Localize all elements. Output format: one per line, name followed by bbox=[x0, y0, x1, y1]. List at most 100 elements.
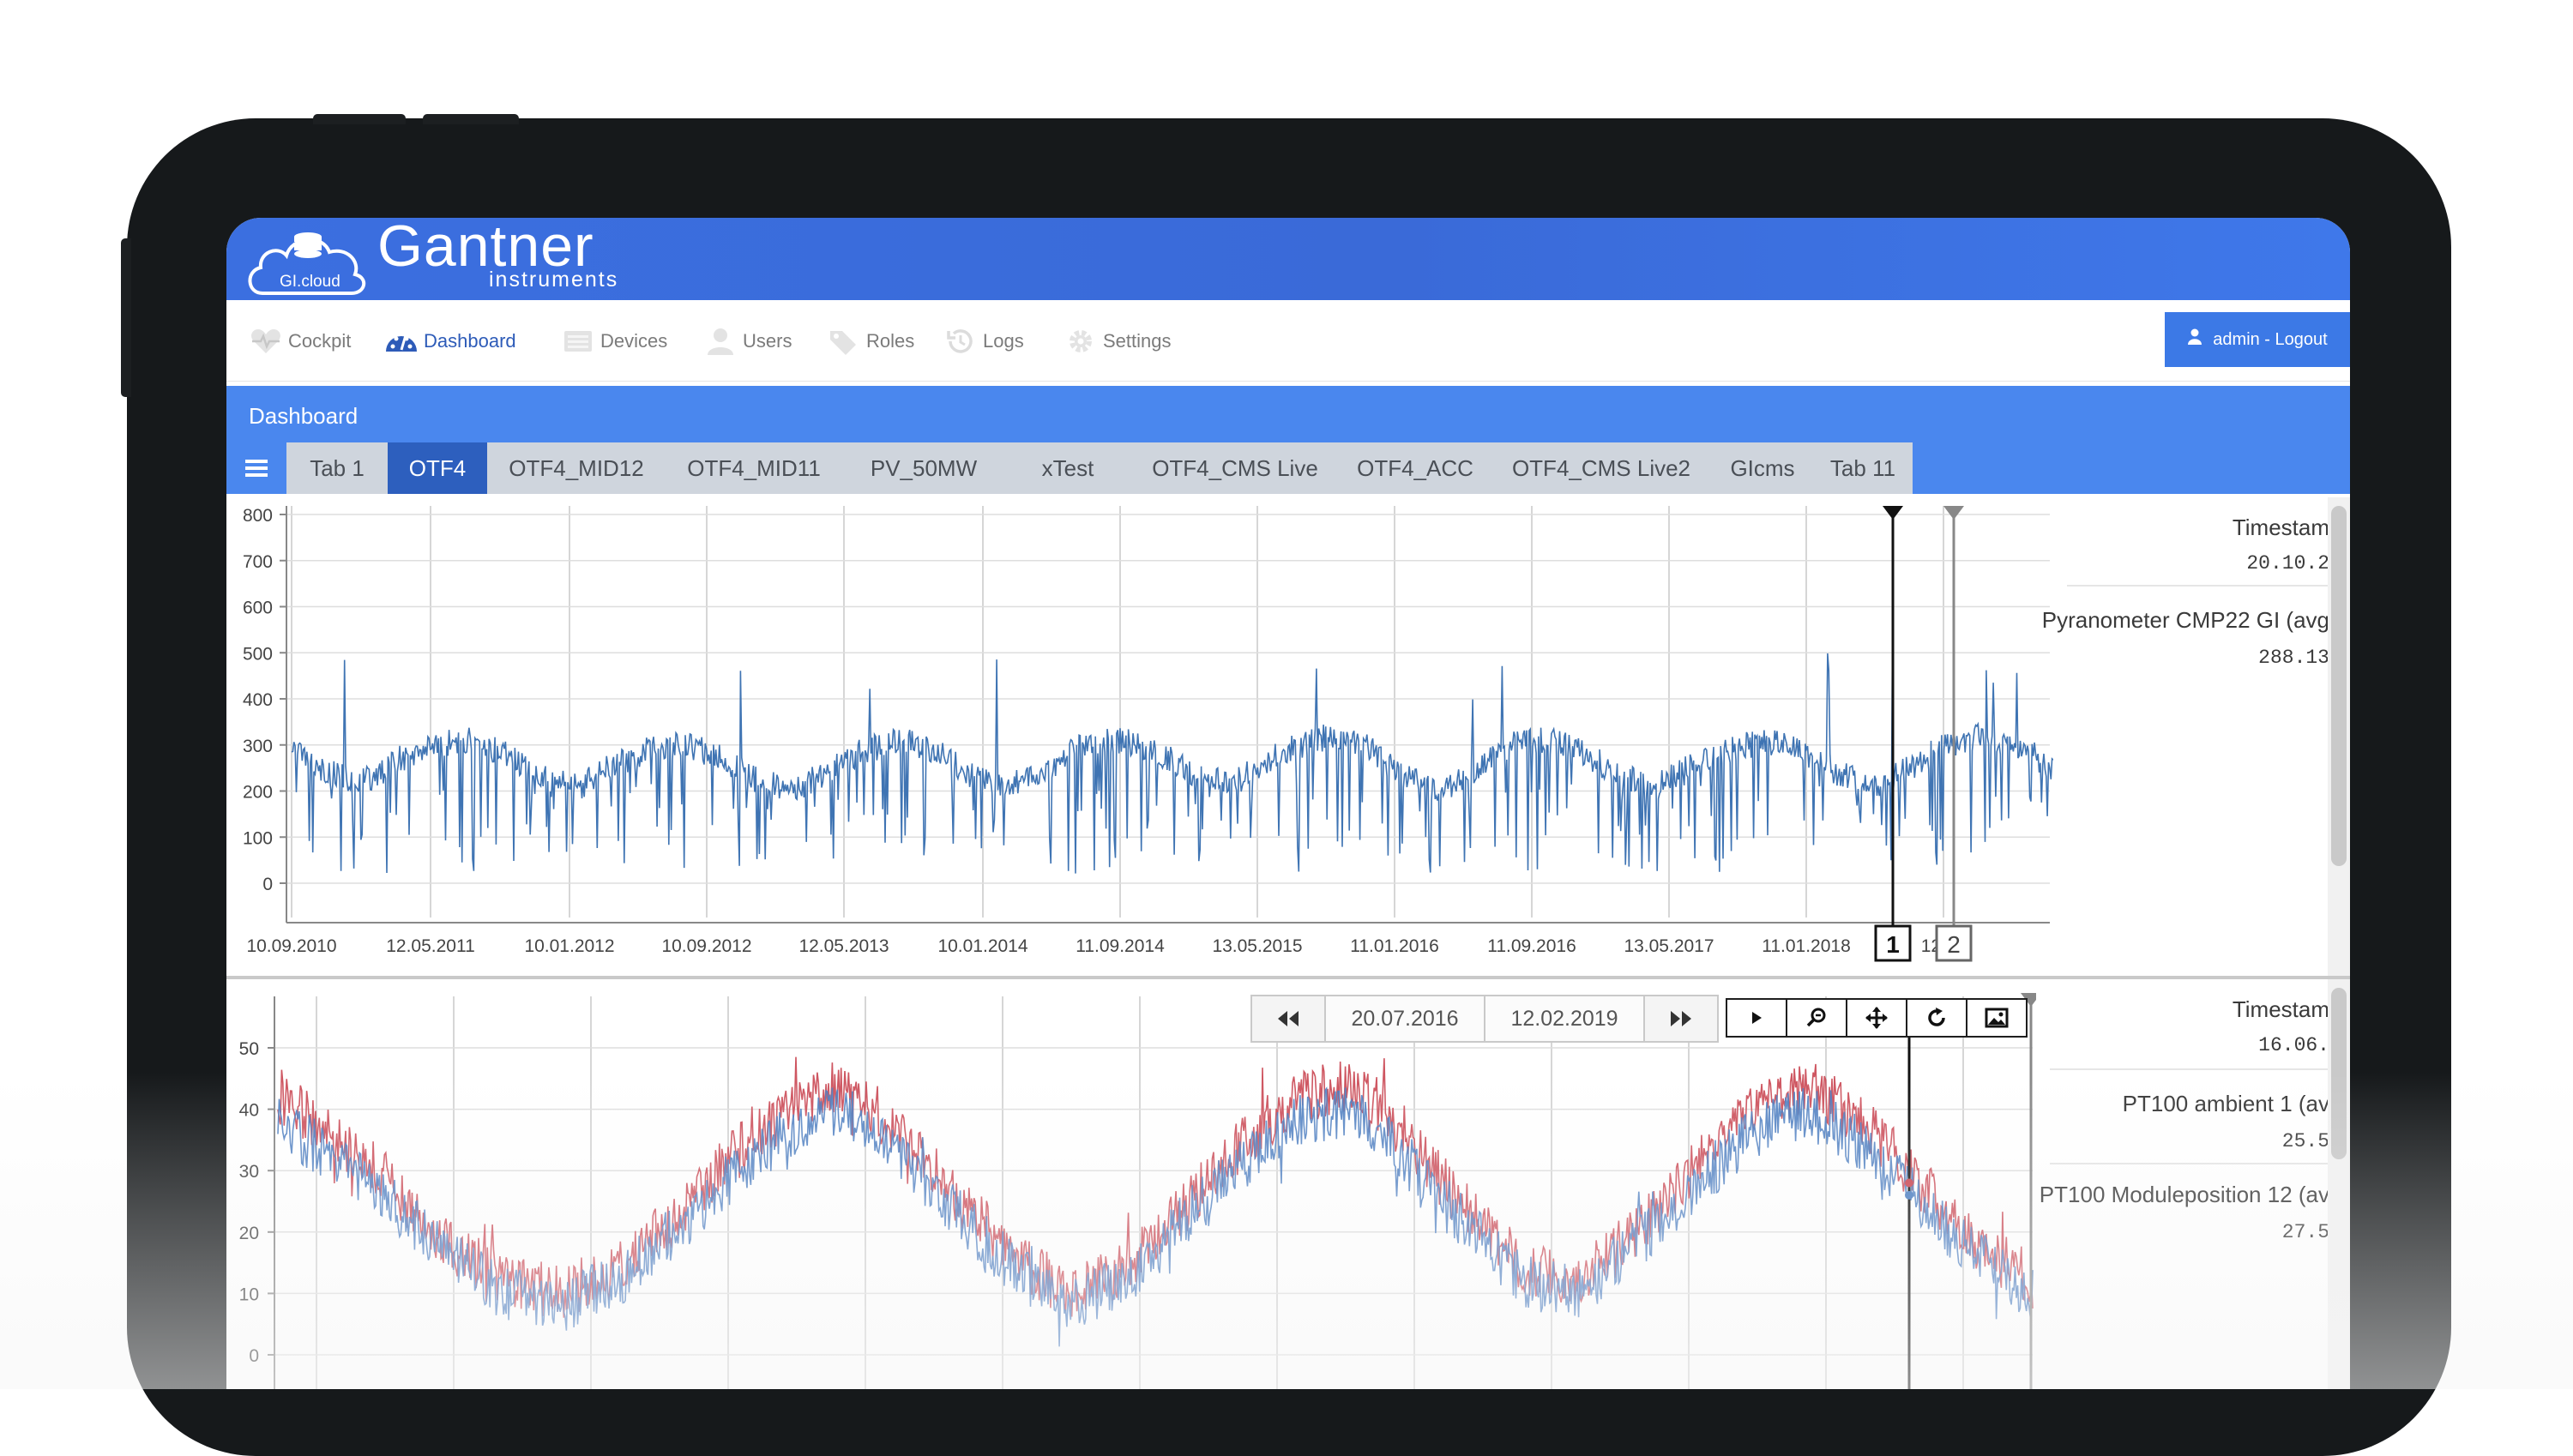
chart-values-panel: Timestam 16.06. PT100 ambient 1 (av 25.5… bbox=[2036, 979, 2350, 1389]
nav-item-label: Logs bbox=[983, 330, 1024, 352]
tablet-volume-button bbox=[423, 114, 519, 124]
dashboard-header: Dashboard bbox=[226, 386, 2350, 442]
divider bbox=[2067, 585, 2350, 587]
tab-pv-50mw[interactable]: PV_50MW bbox=[870, 454, 978, 481]
user-icon bbox=[2187, 328, 2202, 351]
cursor-label: 1 bbox=[1886, 931, 1900, 958]
tabs-background bbox=[286, 442, 1913, 494]
main-nav: Cockpit Dashboard Devices Users Roles bbox=[226, 300, 2350, 382]
tab-otf4-mid11[interactable]: OTF4_MID11 bbox=[687, 454, 821, 481]
nav-item-label: Devices bbox=[600, 330, 668, 352]
series-line bbox=[291, 653, 2053, 874]
svg-text:GI.cloud: GI.cloud bbox=[280, 273, 340, 291]
cursor-marker bbox=[1883, 506, 1903, 520]
cursor-label: 2 bbox=[1947, 931, 1961, 958]
logout-button[interactable]: admin - Logout bbox=[2165, 312, 2350, 367]
x-tick-label: 10.01.2012 bbox=[524, 936, 614, 956]
nav-item-dashboard[interactable]: Dashboard bbox=[384, 326, 516, 357]
nav-item-cockpit[interactable]: Cockpit bbox=[249, 326, 351, 357]
y-tick-label: 600 bbox=[243, 599, 273, 618]
nav-item-settings[interactable]: Settings bbox=[1064, 326, 1172, 357]
tab-otf4-mid12[interactable]: OTF4_MID12 bbox=[509, 454, 644, 481]
x-tick-label: 12.05.2013 bbox=[798, 936, 889, 956]
tablet-screen: GI.cloud Gantner instruments Cockpit Das… bbox=[226, 218, 2350, 1389]
irradiance-chart[interactable]: 10.09.2010 12.05.2011 10.01.2012 10.09.2012… bbox=[226, 497, 2053, 978]
nav-item-roles[interactable]: Roles bbox=[827, 326, 914, 357]
scrollbar-thumb[interactable] bbox=[2331, 506, 2347, 866]
tab-tab-11[interactable]: Tab 11 bbox=[1829, 454, 1896, 481]
tab-tab-1[interactable]: Tab 1 bbox=[310, 454, 365, 481]
scrollbar[interactable] bbox=[2328, 979, 2350, 1389]
cursor-point bbox=[1905, 1178, 1913, 1188]
cursor-marker bbox=[2021, 993, 2036, 1007]
y-tick-label: 50 bbox=[239, 1039, 259, 1059]
pan-button[interactable] bbox=[1846, 998, 1907, 1038]
tab-otf4-cms-live2[interactable]: OTF4_CMS Live2 bbox=[1511, 454, 1691, 481]
panel-divider[interactable] bbox=[226, 976, 2350, 980]
chart-values-panel: Timestam 20.10.2 Pyranometer CMP22 GI (a… bbox=[2042, 497, 2350, 978]
channel-label: Pyranometer CMP22 GI (avg bbox=[2041, 607, 2329, 633]
date-range-controls: 20.07.2016 12.02.2019 bbox=[1250, 995, 1719, 1043]
nav-item-users[interactable]: Users bbox=[703, 326, 792, 357]
chart-panel-irradiance: 10.09.2010 12.05.2011 10.01.2012 10.09.2012… bbox=[226, 497, 2350, 978]
nav-item-label: Settings bbox=[1103, 330, 1172, 352]
timestamp-label: Timestam bbox=[2232, 514, 2329, 540]
temperature-chart[interactable]: 0 10 20 30 40 50 bbox=[226, 979, 2036, 1389]
cursor-marker bbox=[1943, 506, 1964, 520]
hamburger-menu-button[interactable] bbox=[226, 442, 286, 494]
x-tick-label: 10.09.2010 bbox=[246, 936, 336, 956]
nav-item-label: Users bbox=[743, 330, 792, 352]
divider bbox=[2050, 1068, 2350, 1070]
y-tick-label: 0 bbox=[262, 875, 273, 894]
hamburger-icon bbox=[245, 460, 268, 477]
channel-value: 288.13 bbox=[2258, 647, 2329, 669]
nav-item-logs[interactable]: Logs bbox=[943, 326, 1024, 357]
scrollbar-thumb[interactable] bbox=[2331, 988, 2347, 1159]
tab-otf4-acc[interactable]: OTF4_ACC bbox=[1357, 454, 1473, 481]
channel-label: PT100 ambient 1 (av bbox=[2122, 1091, 2329, 1116]
series-line bbox=[277, 1086, 2034, 1347]
scrollbar[interactable] bbox=[2328, 497, 2350, 978]
tab-xtest[interactable]: xTest bbox=[1041, 454, 1094, 481]
x-tick-label: 11.01.2016 bbox=[1350, 936, 1439, 956]
brand-header: GI.cloud Gantner instruments bbox=[226, 218, 2350, 300]
nav-item-label: Dashboard bbox=[424, 330, 516, 352]
x-tick-label: 12.05.2011 bbox=[386, 936, 475, 956]
timestamp-value: 20.10.2 bbox=[2246, 552, 2329, 575]
tab-gicms[interactable]: GIcms bbox=[1730, 454, 1795, 481]
date-from-field[interactable]: 20.07.2016 bbox=[1324, 995, 1485, 1043]
reset-view-button[interactable] bbox=[1906, 998, 1967, 1038]
y-tick-label: 200 bbox=[243, 783, 273, 803]
logout-label: admin - Logout bbox=[2213, 329, 2328, 349]
y-tick-label: 500 bbox=[243, 644, 273, 664]
zoom-button[interactable] bbox=[1786, 998, 1847, 1038]
history-icon bbox=[943, 326, 978, 357]
x-tick-label: 13.05.2017 bbox=[1624, 936, 1714, 956]
cursor-point bbox=[1905, 1190, 1913, 1200]
channel-label: PT100 Moduleposition 12 (av bbox=[2039, 1182, 2329, 1207]
brand-subtitle: instruments bbox=[489, 268, 619, 292]
cloud-logo-icon: GI.cloud bbox=[244, 221, 372, 304]
tab-otf4[interactable]: OTF4 bbox=[388, 442, 487, 494]
divider bbox=[2050, 1163, 2350, 1164]
dashboard-tabs: Tab 1 OTF4 OTF4_MID12 OTF4_MID11 PV_50MW… bbox=[226, 442, 2350, 494]
nav-item-devices[interactable]: Devices bbox=[561, 326, 667, 357]
x-tick-label: 11.09.2016 bbox=[1487, 936, 1576, 956]
play-button[interactable] bbox=[1726, 998, 1787, 1038]
page-title: Dashboard bbox=[249, 403, 359, 429]
brand-name: Gantner bbox=[377, 218, 594, 279]
previous-range-button[interactable] bbox=[1250, 995, 1326, 1043]
date-to-field[interactable]: 12.02.2019 bbox=[1484, 995, 1645, 1043]
y-tick-label: 40 bbox=[239, 1101, 259, 1121]
channel-value: 25.5 bbox=[2281, 1130, 2329, 1152]
x-tick-label: 11.01.2018 bbox=[1762, 936, 1851, 956]
tab-otf4-cms-live[interactable]: OTF4_CMS Live bbox=[1152, 454, 1318, 481]
next-range-button[interactable] bbox=[1643, 995, 1719, 1043]
x-tick-label: 11.09.2014 bbox=[1076, 936, 1165, 956]
play-icon bbox=[1752, 1012, 1762, 1024]
gear-icon bbox=[1064, 326, 1098, 357]
timestamp-label: Timestam bbox=[2232, 996, 2329, 1022]
nav-item-label: Roles bbox=[866, 330, 915, 352]
export-image-button[interactable] bbox=[1966, 998, 2028, 1038]
cursor-box bbox=[1874, 924, 1912, 962]
